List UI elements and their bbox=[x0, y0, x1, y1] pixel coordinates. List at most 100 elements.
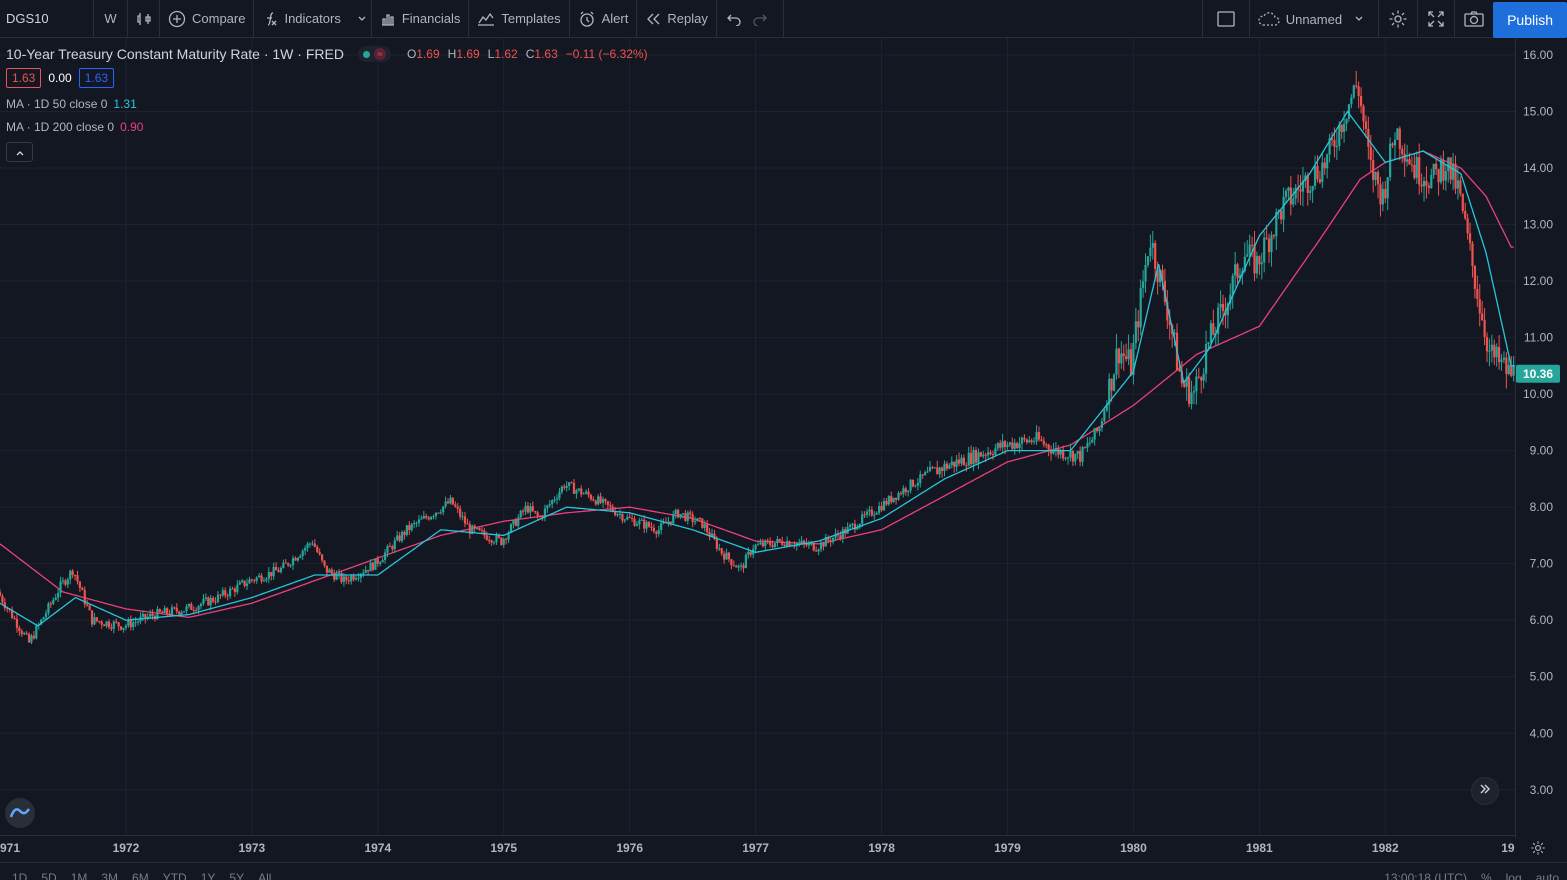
buy-price-button[interactable]: 1.63 bbox=[78, 68, 115, 88]
candle-body bbox=[810, 543, 813, 545]
candle-body bbox=[1316, 165, 1319, 180]
clock[interactable]: 13:00:18 (UTC) bbox=[1384, 871, 1467, 880]
candle-body bbox=[497, 535, 500, 538]
ma200-legend[interactable]: MA · 1D 200 close 0 0.90 bbox=[6, 120, 648, 134]
candle-body bbox=[1103, 410, 1106, 422]
candle-body bbox=[180, 612, 183, 615]
candle-body bbox=[502, 538, 505, 545]
alert-button[interactable]: Alert bbox=[570, 0, 638, 38]
sell-price-button[interactable]: 1.63 bbox=[6, 68, 42, 88]
range-5d[interactable]: 5D bbox=[41, 871, 57, 880]
layout-select-button[interactable] bbox=[1201, 0, 1249, 38]
financials-button[interactable]: Financials bbox=[372, 0, 470, 38]
publish-button[interactable]: Publish bbox=[1493, 1, 1567, 38]
candle-body bbox=[1011, 442, 1014, 449]
range-1d[interactable]: 1D bbox=[12, 871, 28, 880]
auto-toggle[interactable]: auto bbox=[1535, 871, 1559, 880]
interval-button[interactable]: W bbox=[94, 0, 128, 38]
bar-style-button[interactable] bbox=[128, 0, 160, 38]
candle-body bbox=[1250, 244, 1254, 246]
candle-body bbox=[32, 635, 36, 639]
candle-body bbox=[415, 522, 418, 524]
settings-button[interactable] bbox=[1378, 0, 1417, 38]
range-6m[interactable]: 6M bbox=[132, 871, 149, 880]
snapshot-button[interactable] bbox=[1454, 0, 1493, 38]
symbol-search-button[interactable]: DGS10 bbox=[0, 0, 94, 38]
percent-toggle[interactable]: % bbox=[1480, 871, 1492, 880]
compare-button[interactable]: Compare bbox=[160, 0, 255, 38]
candle-body bbox=[841, 529, 844, 539]
axis-settings-button[interactable] bbox=[1530, 840, 1546, 861]
redo-icon[interactable] bbox=[753, 12, 767, 26]
price-chart[interactable]: 3.00 4.00 5.00 6.00 7.00 8.00 9.00 10.00 11.00 12… bbox=[0, 38, 1567, 880]
candle-body bbox=[1020, 437, 1024, 444]
candle-body bbox=[1142, 281, 1145, 288]
range-ytd[interactable]: YTD bbox=[162, 871, 187, 880]
candle-body bbox=[243, 580, 246, 586]
candle-body bbox=[1408, 159, 1411, 165]
candle-body bbox=[1301, 180, 1305, 192]
candle-body bbox=[1403, 153, 1406, 162]
candle-body bbox=[950, 461, 953, 466]
range-3m[interactable]: 3M bbox=[101, 871, 119, 880]
candle-body bbox=[754, 544, 757, 550]
candle-body bbox=[1306, 175, 1309, 193]
candle-body bbox=[449, 497, 452, 504]
candle-body bbox=[643, 519, 646, 529]
tradingview-logo-button[interactable] bbox=[5, 798, 35, 828]
candle-body bbox=[325, 565, 329, 573]
market-open-dot-icon bbox=[362, 50, 370, 58]
candle-body bbox=[1459, 180, 1462, 194]
candle-body bbox=[170, 607, 174, 615]
ohlc-change: −0.11 (−6.32%) bbox=[565, 47, 648, 61]
scroll-to-realtime-button[interactable] bbox=[1471, 777, 1499, 805]
candle-body bbox=[216, 594, 220, 602]
candle-body bbox=[1263, 237, 1266, 263]
candle-body bbox=[611, 506, 614, 512]
candle-body bbox=[136, 621, 140, 623]
candle-body bbox=[1154, 243, 1157, 269]
chevron-down-icon[interactable] bbox=[357, 14, 367, 24]
candle-body bbox=[1350, 97, 1353, 105]
candle-body bbox=[931, 467, 934, 469]
candle-body bbox=[313, 543, 316, 547]
chevron-up-icon bbox=[15, 144, 25, 160]
price-axis-divider bbox=[1515, 38, 1516, 838]
layout-name-button[interactable]: Unnamed bbox=[1248, 0, 1378, 38]
candle-body bbox=[1369, 146, 1372, 161]
indicators-button[interactable]: Indicators bbox=[254, 0, 372, 38]
templates-button[interactable]: Templates bbox=[469, 0, 570, 38]
candle-body bbox=[52, 599, 55, 604]
candle-body bbox=[987, 452, 990, 456]
ma50-legend[interactable]: MA · 1D 50 close 0 1.31 bbox=[6, 97, 648, 111]
series-title[interactable]: 10-Year Treasury Constant Maturity Rate … bbox=[6, 46, 344, 62]
candle-body bbox=[568, 482, 571, 486]
candle-body bbox=[54, 597, 57, 600]
candle-body bbox=[739, 565, 743, 567]
log-toggle[interactable]: log bbox=[1505, 871, 1522, 880]
candle-body bbox=[224, 590, 227, 596]
candle-body bbox=[187, 603, 191, 607]
range-5y[interactable]: 5Y bbox=[229, 871, 245, 880]
legend-collapse-button[interactable] bbox=[6, 142, 33, 162]
candle-body bbox=[100, 621, 103, 625]
fullscreen-button[interactable] bbox=[1417, 0, 1454, 38]
candle-body bbox=[938, 467, 941, 475]
market-status-badge[interactable]: ≈ bbox=[357, 46, 391, 62]
candle-body bbox=[1253, 244, 1256, 274]
candle-body bbox=[255, 577, 258, 581]
candle-body bbox=[1512, 366, 1515, 376]
candle-body bbox=[684, 513, 687, 521]
range-1m[interactable]: 1M bbox=[70, 871, 88, 880]
range-all[interactable]: All bbox=[258, 871, 272, 880]
replay-button[interactable]: Replay bbox=[637, 0, 717, 38]
candle-body bbox=[1275, 212, 1278, 237]
candle-body bbox=[1030, 440, 1033, 443]
candle-body bbox=[81, 587, 84, 591]
candle-body bbox=[1461, 193, 1464, 212]
range-1y[interactable]: 1Y bbox=[200, 871, 216, 880]
candle-body bbox=[507, 532, 510, 540]
candle-body bbox=[1195, 376, 1198, 392]
undo-icon[interactable] bbox=[726, 12, 741, 26]
candle-body bbox=[708, 532, 711, 537]
